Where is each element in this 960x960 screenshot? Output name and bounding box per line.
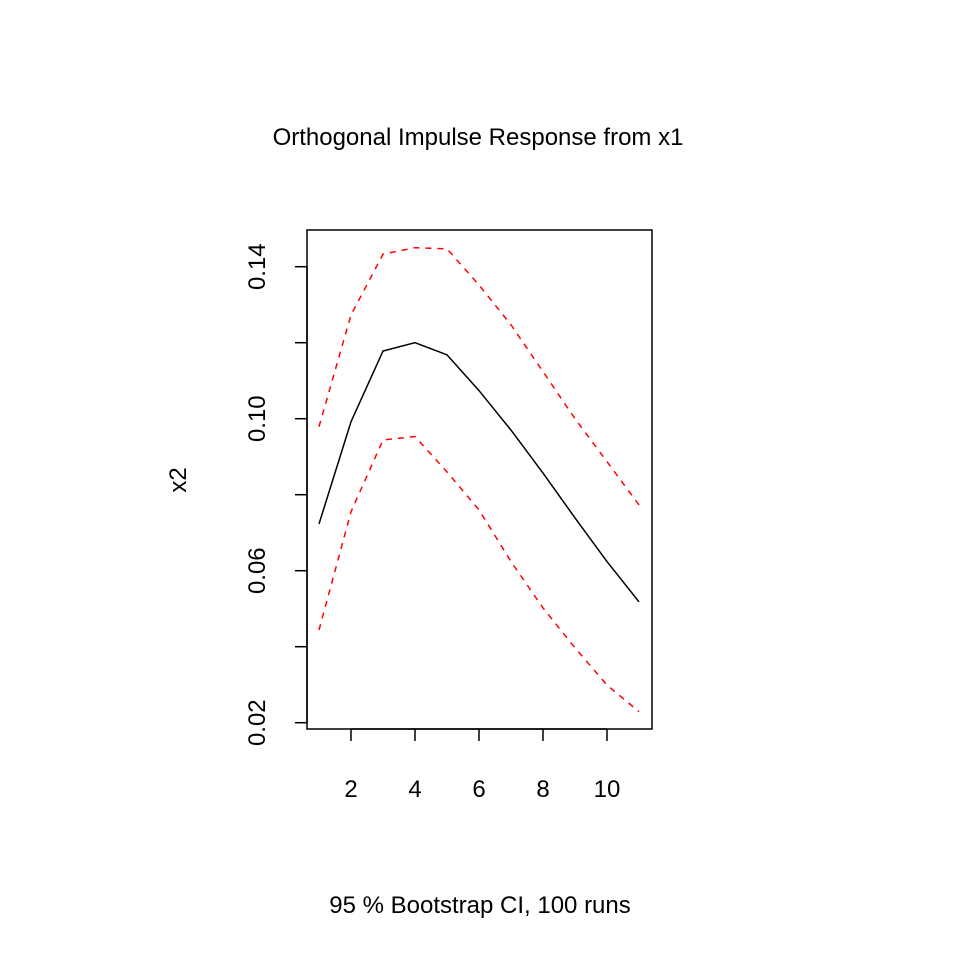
series-line-upper — [318, 246, 640, 506]
chart-title: Orthogonal Impulse Response from x1 — [273, 124, 684, 151]
x-axis-label: 95 % Bootstrap CI, 100 runs — [329, 892, 631, 919]
y-axis-label: x2 — [165, 467, 192, 492]
x-tick-label: 2 — [344, 776, 357, 803]
y-tick-label: 0.14 — [244, 243, 271, 290]
y-tick-label: 0.02 — [244, 699, 271, 746]
x-tick-label: 4 — [408, 776, 421, 803]
x-tick-label: 10 — [594, 776, 621, 803]
plot-frame — [306, 229, 653, 730]
x-tick-label: 8 — [536, 776, 549, 803]
series-line-x2 — [318, 341, 640, 603]
series-line-lower — [318, 435, 640, 713]
y-tick-label: 0.06 — [244, 547, 271, 594]
x-tick-label: 6 — [472, 776, 485, 803]
y-tick-label: 0.10 — [244, 395, 271, 442]
